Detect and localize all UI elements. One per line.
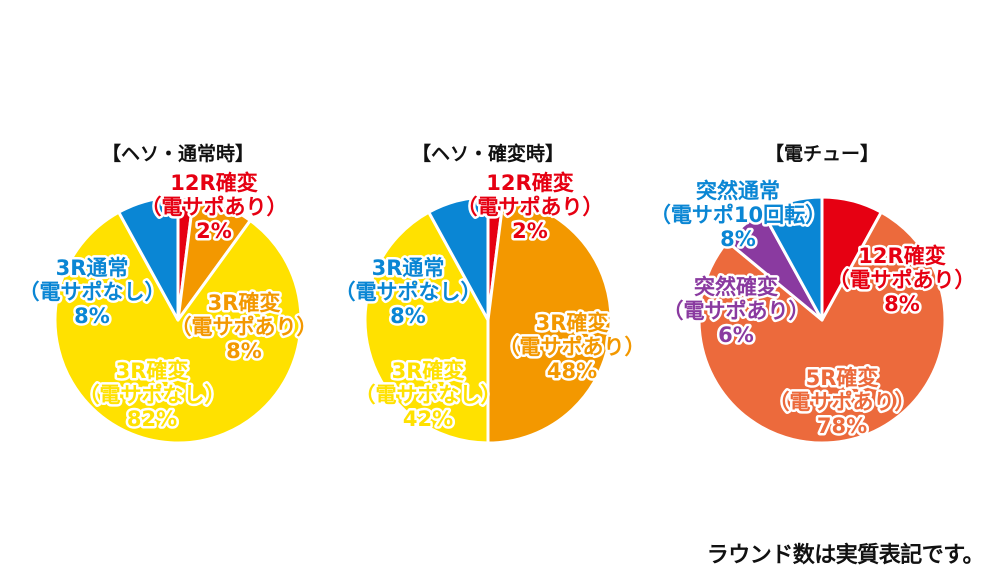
slice-label-3-3: 突然確変（電サポあり） 6% — [663, 275, 810, 347]
pie-slice-1-3 — [53, 210, 303, 445]
pie-chart-3: 【電チュー】 12R確変（電サポあり） 8% 5R確変（電サポあり） 78% 突然確変（電… — [647, 142, 978, 445]
pie-slice-2-3 — [363, 210, 490, 445]
footnote: ラウンド数は実質表記です。 — [706, 543, 985, 568]
pie-chart-1: 【ヘソ・通常時】 12R確変（電サポあり） 2% 3R確変（電サポあり） 8%3R確変（… — [16, 142, 320, 445]
slice-label-1-1: 12R確変（電サポあり） 2% — [141, 171, 288, 243]
slice-label-1-4: 3R通常（電サポなし） 8% — [19, 256, 166, 328]
slice-label-2-3: 3R確変（電サポなし） 42% — [355, 359, 502, 431]
pie-slice-3-4 — [761, 195, 824, 322]
slice-label-2-4: 3R通常（電サポなし） 8% — [335, 256, 482, 328]
chart-title: 【ヘソ・通常時】 — [102, 142, 254, 165]
pie-chart-2: 【ヘソ・確変時】 12R確変（電サポあり） 2% 3R確変（電サポあり） 48%3R確変… — [332, 142, 648, 445]
slice-label-2-2: 3R確変（電サポあり） 48% — [499, 311, 646, 383]
slice-label-3-4: 突然通常（電サポ10回転） 8% — [650, 179, 826, 251]
slice-label-3-1: 12R確変（電サポあり） 8% — [829, 244, 976, 316]
slice-label-1-2: 3R確変（電サポあり） 8% — [171, 291, 318, 363]
slice-label-1-3: 3R確変（電サポなし） 82% — [79, 359, 226, 431]
slice-label-2-1: 12R確変（電サポあり） 2% — [457, 171, 604, 243]
chart-title: 【ヘソ・確変時】 — [412, 142, 564, 165]
pie-slice-2-2 — [486, 196, 613, 445]
slice-label-3-2: 5R確変（電サポあり） 78% — [769, 366, 916, 438]
pie-slice-2-4 — [427, 195, 490, 322]
pie-slice-1-4 — [117, 195, 180, 322]
chart-title: 【電チュー】 — [765, 142, 879, 165]
